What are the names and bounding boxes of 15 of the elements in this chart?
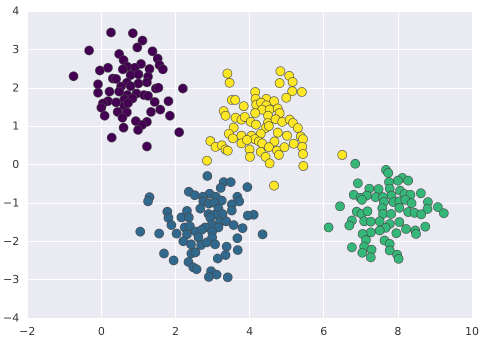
y-tick-label: 2	[12, 81, 20, 94]
x-tick-label: 0	[98, 325, 105, 338]
x-tick-label: 6	[320, 325, 328, 338]
x-tick-label: 8	[394, 325, 402, 338]
y-tick-label: −4	[2, 312, 20, 324]
y-tick-label: 4	[12, 4, 20, 18]
y-tick-label: −3	[2, 273, 20, 286]
x-tick-label: 10	[465, 325, 479, 338]
y-tick-label: −2	[2, 234, 20, 248]
y-tick-label: 0	[12, 158, 20, 171]
y-tick-label: 1	[12, 120, 20, 133]
x-tick-label: 2	[172, 325, 179, 338]
y-tick-label: −1	[2, 196, 20, 210]
x-tick-label: 4	[246, 325, 254, 338]
y-tick-label: 3	[12, 42, 20, 56]
